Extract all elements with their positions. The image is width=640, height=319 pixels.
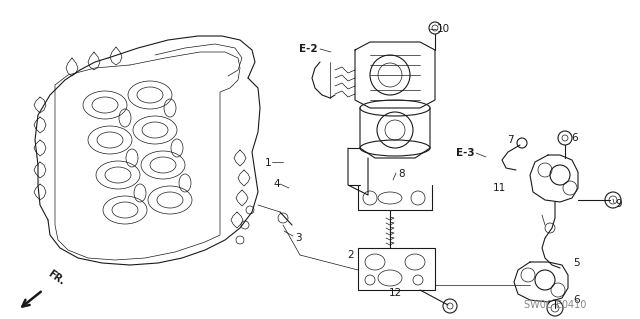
Text: SW0C E0410: SW0C E0410 (524, 300, 586, 310)
Text: 9: 9 (616, 198, 622, 209)
Text: 6: 6 (571, 133, 577, 143)
Text: 7: 7 (507, 135, 513, 145)
Text: E-3: E-3 (456, 148, 475, 158)
Text: 8: 8 (398, 169, 404, 179)
Text: 6: 6 (573, 295, 579, 305)
Text: FR.: FR. (46, 269, 67, 287)
Text: 2: 2 (348, 250, 354, 260)
Text: 1: 1 (265, 158, 271, 168)
Text: 12: 12 (389, 288, 403, 299)
Text: 3: 3 (295, 233, 301, 243)
Text: 11: 11 (492, 183, 506, 193)
Text: E-2: E-2 (300, 44, 318, 55)
Text: 4: 4 (273, 179, 280, 189)
Text: 5: 5 (573, 258, 579, 268)
Text: 10: 10 (437, 24, 451, 34)
